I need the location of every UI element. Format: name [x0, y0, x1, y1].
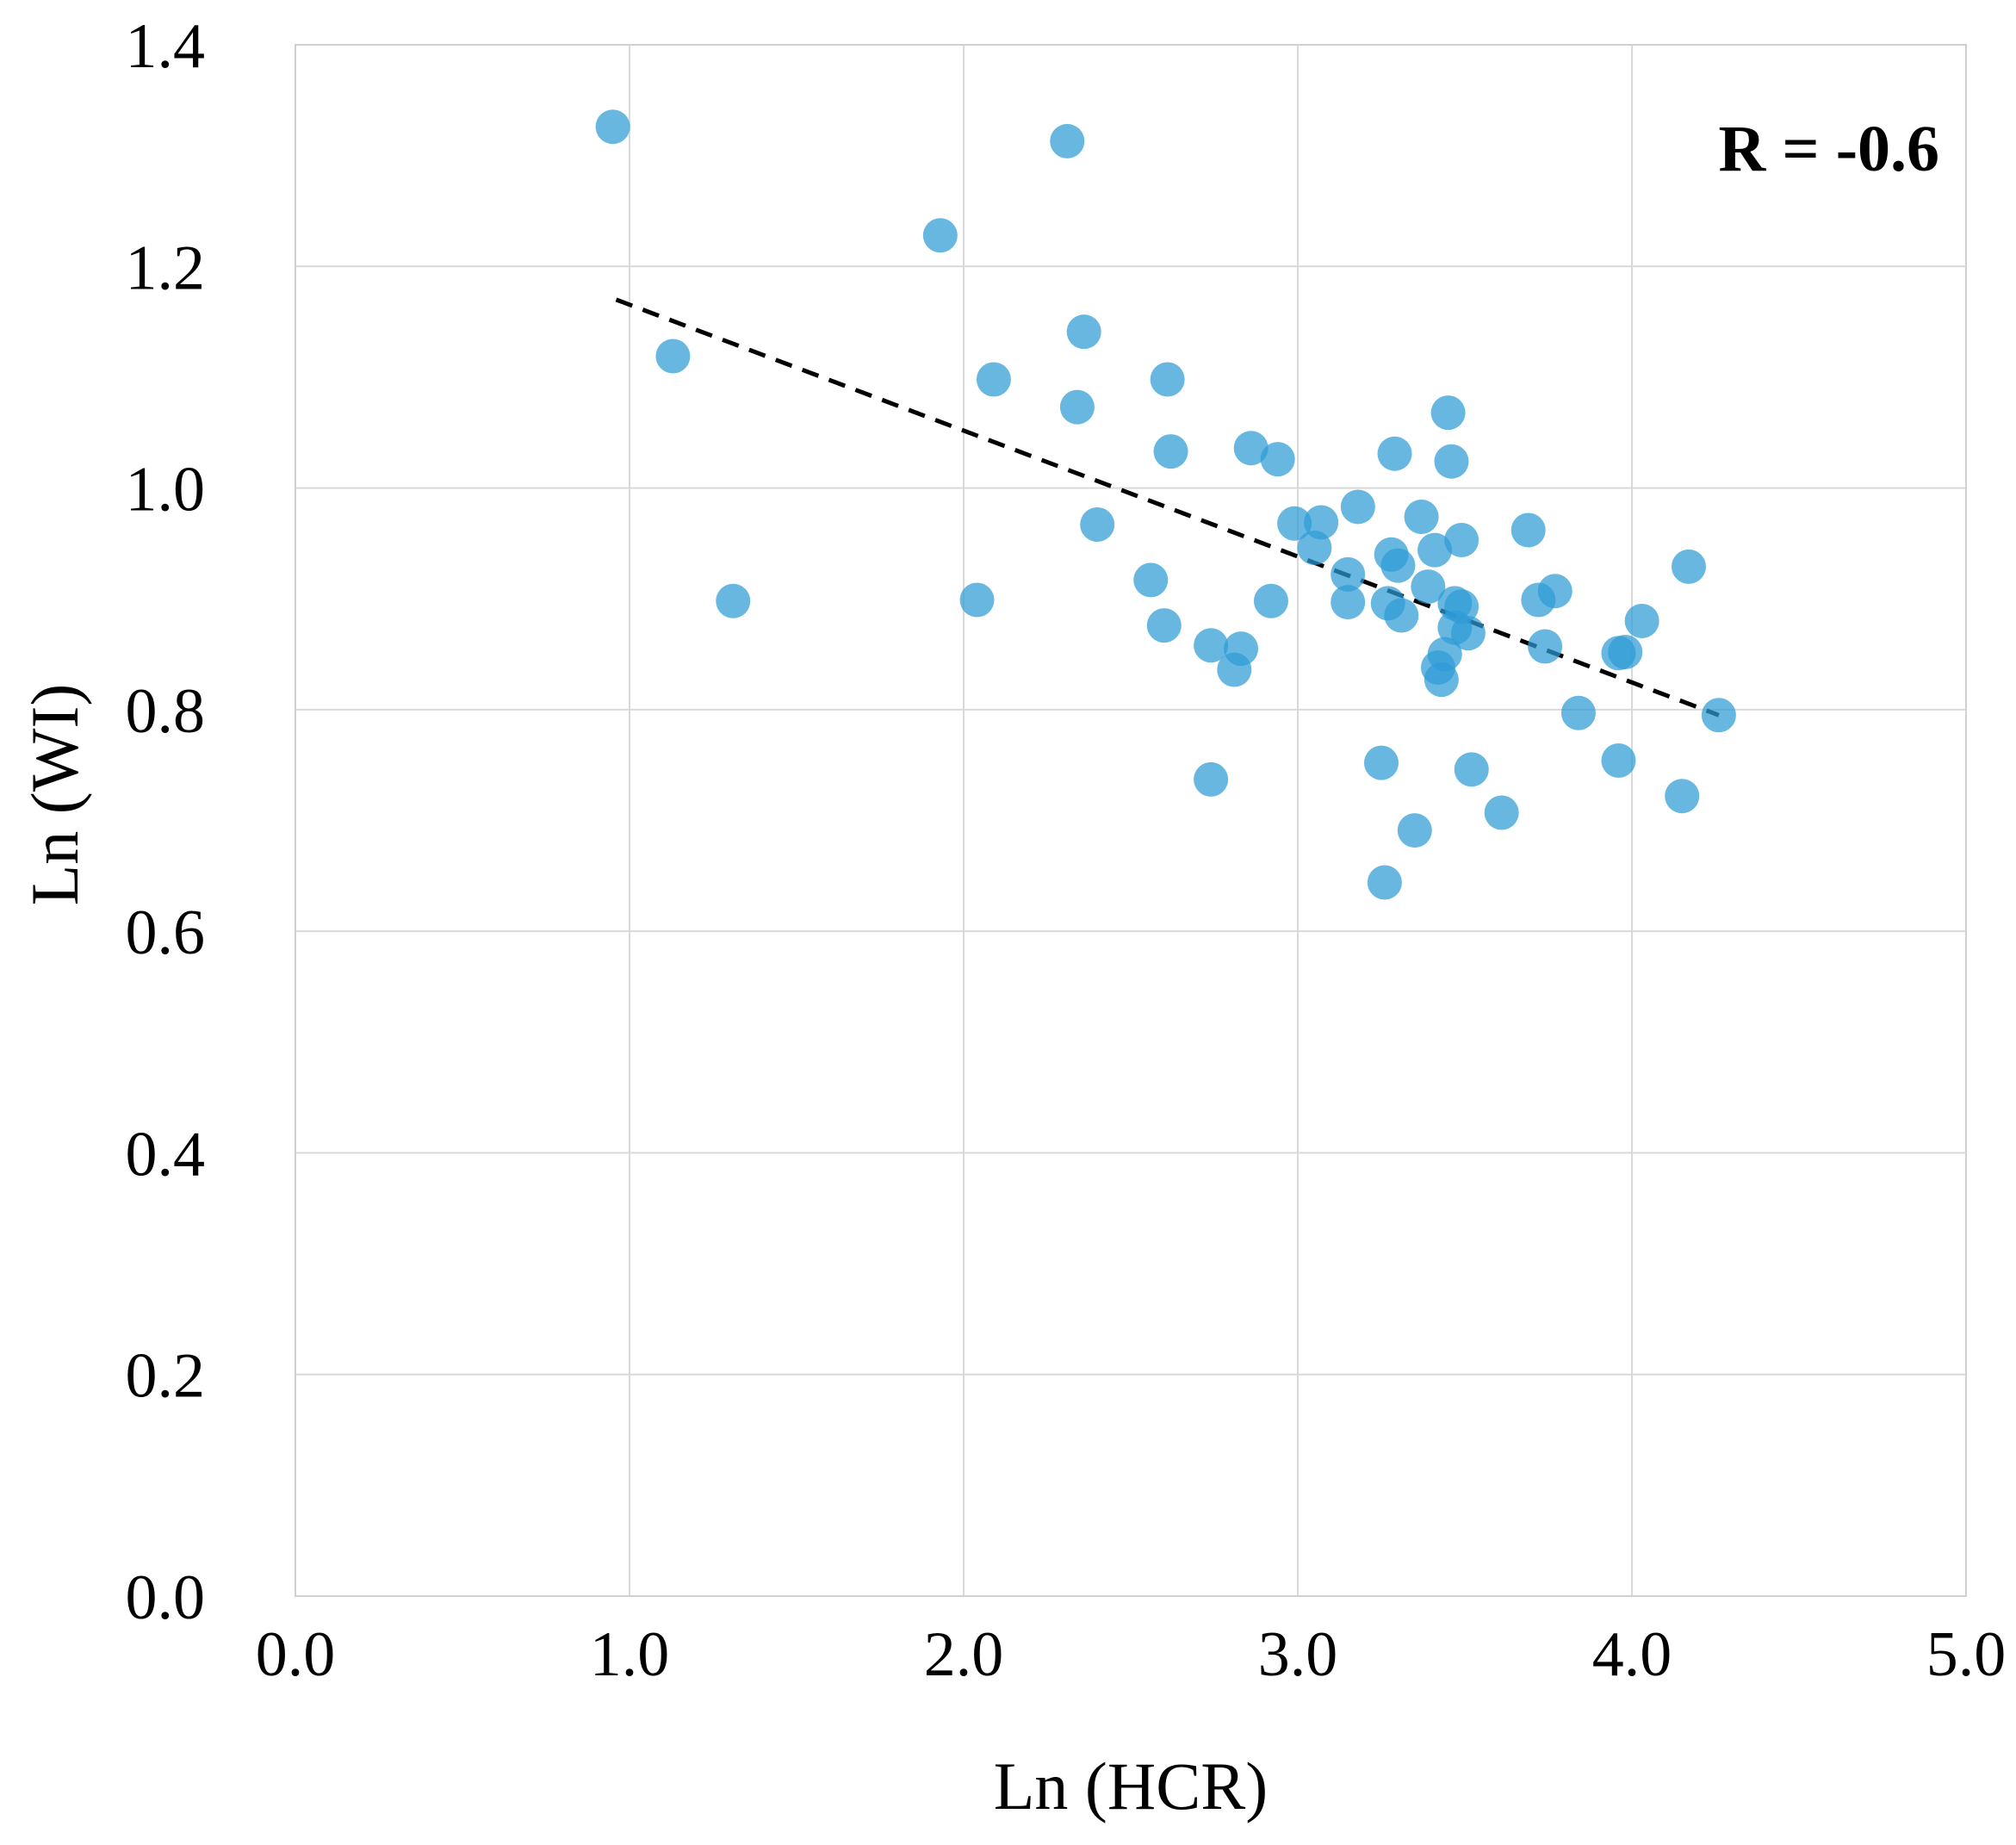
data-point	[1521, 582, 1556, 618]
data-point	[1430, 395, 1466, 431]
data-point	[1454, 752, 1489, 787]
data-point	[1297, 531, 1332, 566]
data-point	[1153, 434, 1188, 469]
data-point	[1560, 695, 1596, 730]
data-point	[1080, 507, 1115, 543]
data-point	[1253, 583, 1288, 618]
data-point	[1059, 389, 1095, 425]
y-tick-label: 0.8	[126, 676, 206, 747]
data-point	[1331, 556, 1366, 592]
y-tick-label: 0.6	[126, 898, 206, 968]
x-tick-label: 3.0	[1258, 1619, 1338, 1690]
data-point	[1434, 444, 1469, 479]
data-point	[1340, 489, 1375, 525]
correlation-annotation: R = -0.6	[1719, 113, 1940, 185]
x-axis-title: Ln (HCR)	[994, 1749, 1268, 1823]
x-tick-label: 0.0	[256, 1619, 336, 1690]
data-point	[1233, 431, 1269, 466]
data-point	[1450, 616, 1486, 651]
y-tick-label: 0.2	[126, 1341, 206, 1412]
x-tick-label: 2.0	[924, 1619, 1004, 1690]
data-point	[1601, 743, 1636, 779]
data-point	[1701, 698, 1736, 733]
y-tick-label: 1.0	[126, 455, 206, 525]
plot-area-frame	[295, 44, 1967, 1597]
y-tick-label: 1.4	[126, 11, 206, 82]
data-point	[1364, 745, 1399, 780]
x-tick-label: 5.0	[1926, 1619, 2007, 1690]
y-axis-title: Ln (WI)	[17, 684, 92, 906]
data-points	[595, 109, 1736, 900]
data-point	[1444, 523, 1479, 558]
data-point	[1665, 779, 1700, 814]
data-point	[1411, 569, 1446, 605]
data-point	[1260, 442, 1295, 477]
y-tick-label: 0.0	[126, 1562, 206, 1633]
data-point	[1608, 634, 1643, 669]
data-point	[1510, 512, 1546, 548]
data-point	[1671, 549, 1706, 584]
data-point	[1146, 608, 1182, 643]
y-tick-label: 1.2	[126, 233, 206, 303]
data-point	[1277, 506, 1312, 541]
data-point	[1331, 585, 1366, 620]
data-point	[716, 583, 751, 618]
data-point	[1384, 598, 1419, 633]
data-point	[922, 218, 958, 253]
data-point	[1624, 603, 1659, 638]
grid-layer	[295, 44, 1967, 1597]
data-point	[1424, 662, 1459, 698]
data-point	[655, 339, 691, 374]
data-point	[1194, 761, 1229, 797]
data-point	[1217, 652, 1252, 687]
data-point	[1367, 865, 1402, 900]
data-point	[1194, 628, 1229, 663]
data-point	[595, 109, 630, 145]
data-point	[1397, 813, 1432, 848]
data-point	[1484, 795, 1519, 830]
x-tick-label: 1.0	[590, 1619, 670, 1690]
data-point	[1404, 500, 1439, 535]
tick-labels: 0.0 1.0 2.0 3.0 4.0 5.0 0.0 0.2 0.4 0.6 0.8 1.0 1.2 1…	[126, 11, 2007, 1690]
y-tick-label: 0.4	[126, 1119, 206, 1190]
data-point	[1050, 123, 1085, 158]
data-point	[1380, 548, 1416, 583]
data-point	[1417, 532, 1453, 568]
data-point	[1377, 436, 1412, 471]
data-point	[976, 362, 1011, 397]
data-point	[1150, 362, 1185, 397]
x-tick-label: 4.0	[1592, 1619, 1672, 1690]
data-point	[1528, 629, 1563, 664]
data-point	[1066, 314, 1101, 350]
data-point	[959, 582, 995, 618]
data-point	[1133, 562, 1169, 598]
